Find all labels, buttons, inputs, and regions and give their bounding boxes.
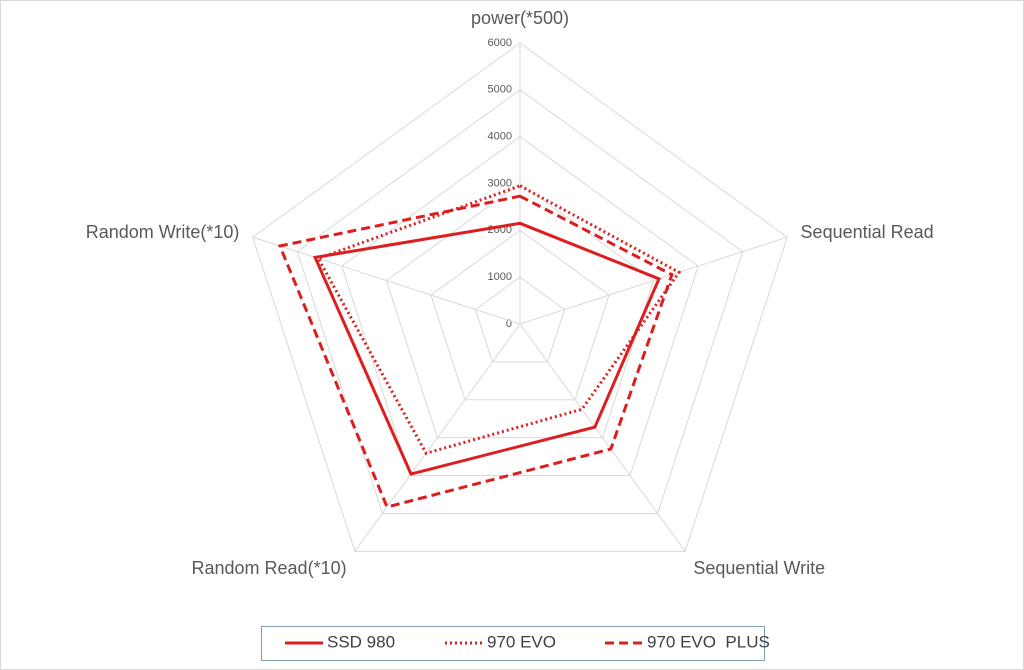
spoke (354, 323, 521, 552)
plot (277, 184, 682, 509)
grid-ring (474, 276, 566, 363)
series-line (316, 184, 682, 455)
r-tick-label: 3000 (488, 177, 512, 189)
axis-label: Random Write(*10) (86, 222, 240, 242)
legend-box (261, 626, 765, 661)
series-line (312, 221, 661, 476)
grid-ring (385, 182, 655, 439)
grid-ring (252, 42, 788, 552)
r-tick-label: 6000 (488, 37, 512, 49)
r-tick-label: 5000 (488, 84, 512, 96)
series-line (277, 194, 674, 509)
spoke (252, 236, 521, 325)
axis-label: power(*500) (471, 8, 569, 28)
r-tick-label: 0 (506, 318, 512, 330)
grid-ring (341, 136, 699, 477)
axis-label: Sequential Write (693, 558, 825, 578)
r-tick-label: 1000 (488, 271, 512, 283)
legend: SSD 980 970 EVO 970 EVO PLUS (285, 632, 770, 651)
grid-ring (430, 229, 610, 401)
axis-label: Random Read(*10) (192, 558, 347, 578)
grid-ring (296, 89, 744, 514)
legend-label: 970 EVO (487, 632, 556, 651)
spoke (519, 236, 788, 325)
axis-label: Sequential Read (801, 222, 934, 242)
grid: 0100020003000400050006000power(*500)Sequ… (86, 8, 934, 578)
legend-label: SSD 980 (327, 632, 395, 651)
legend-label: 970 EVO PLUS (647, 632, 770, 651)
r-tick-label: 4000 (488, 131, 512, 143)
spoke (519, 323, 686, 552)
